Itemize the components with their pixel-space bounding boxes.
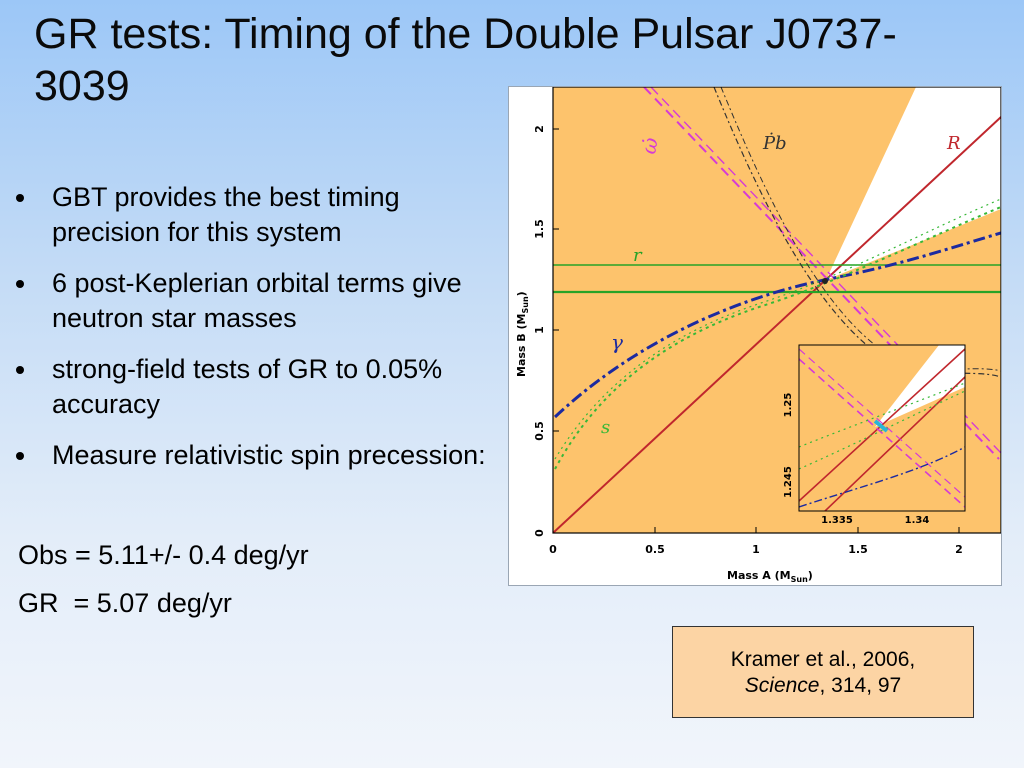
y-tick: 2 xyxy=(533,125,546,133)
bullet-item: 6 post-Keplerian orbital terms give neut… xyxy=(14,266,504,336)
bullet-list: GBT provides the best timing precision f… xyxy=(14,180,504,489)
y-tick: 1.5 xyxy=(533,219,546,239)
journal-name: Science xyxy=(744,674,820,697)
bullet-dot-icon xyxy=(16,452,24,460)
s-curve xyxy=(554,206,1001,470)
y-tick: 1 xyxy=(533,326,546,334)
mass-diagram-svg: ω̇ Ṗb R r γ s 0 0.5 1 1.5 2 0 0.5 1 1.5 … xyxy=(515,87,1001,584)
s-label: s xyxy=(601,417,610,438)
slide-title: GR tests: Timing of the Double Pulsar J0… xyxy=(34,10,897,110)
y-tick: 0 xyxy=(533,529,546,537)
citation-box: Kramer et al., 2006, Science, 314, 97 xyxy=(672,626,974,718)
pb-dot-label: Ṗb xyxy=(762,131,787,154)
journal-volume: , 314, 97 xyxy=(819,674,902,697)
bullet-dot-icon xyxy=(16,194,24,202)
x-tick: 0 xyxy=(549,543,557,556)
x-tick: 2 xyxy=(955,543,963,556)
y-tick: 0.5 xyxy=(533,421,546,441)
bullet-item: Measure relativistic spin precession: xyxy=(14,438,504,473)
citation-line-2: Science, 314, 97 xyxy=(673,673,973,699)
x-tick: 1 xyxy=(752,543,760,556)
R-label: R xyxy=(946,133,961,154)
omega-dot-line xyxy=(643,87,1000,460)
inset-x-tick: 1.335 xyxy=(821,515,853,526)
inset-x-tick: 1.34 xyxy=(905,515,930,526)
plot-frame xyxy=(552,87,1001,534)
x-tick: 1.5 xyxy=(848,543,868,556)
mass-mass-diagram: ω̇ Ṗb R r γ s 0 0.5 1 1.5 2 0 0.5 1 1.5 … xyxy=(508,86,1002,586)
omega-dot-label: ω̇ xyxy=(636,136,662,156)
x-axis-label: Mass A (MSun) xyxy=(727,569,813,584)
bullet-item: strong-field tests of GR to 0.05% accura… xyxy=(14,352,504,422)
inset-y-tick: 1.245 xyxy=(783,466,794,498)
observed-precession: Obs = 5.11+/- 0.4 deg/yr xyxy=(18,540,309,570)
excluded-wedge xyxy=(826,87,1001,280)
bullet-dot-icon xyxy=(16,366,24,374)
r-label: r xyxy=(633,245,643,266)
pb-dot-curve xyxy=(713,87,1001,378)
R-line xyxy=(553,116,1001,533)
gr-predicted-precession: GR = 5.07 deg/yr xyxy=(18,588,232,618)
citation-line-1: Kramer et al., 2006, xyxy=(730,648,916,671)
s-curve-2 xyxy=(554,198,1001,460)
x-tick: 0.5 xyxy=(645,543,665,556)
gamma-label: γ xyxy=(611,330,623,354)
inset-y-tick: 1.25 xyxy=(783,393,794,418)
zoom-inset: 1.335 1.34 1.245 1.25 xyxy=(783,344,966,526)
y-axis-label: Mass B (MSun) xyxy=(515,291,530,377)
bullet-dot-icon xyxy=(16,280,24,288)
bullet-item: GBT provides the best timing precision f… xyxy=(14,180,504,250)
intersection-point xyxy=(822,278,828,284)
